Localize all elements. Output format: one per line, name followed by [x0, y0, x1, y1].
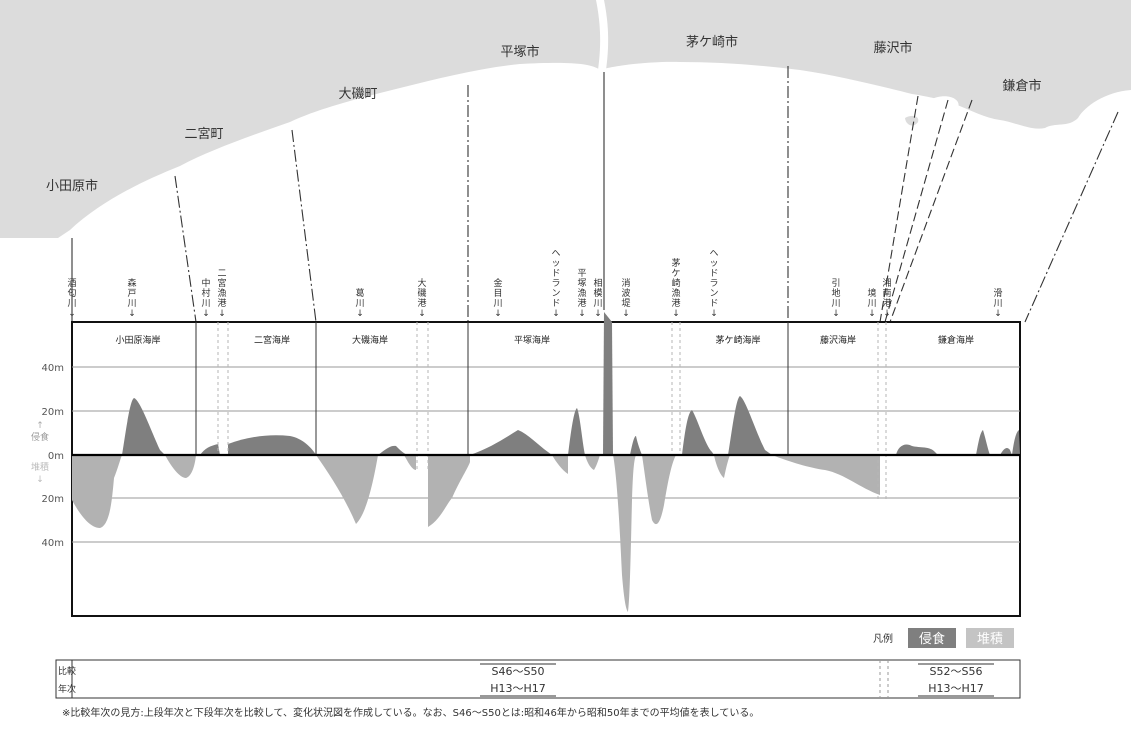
land-area [0, 0, 1131, 238]
erosion-area [228, 435, 316, 455]
landmark-label: 葛川↓ [355, 287, 364, 319]
deposition-area [552, 455, 568, 474]
coast-label: 大磯海岸 [352, 334, 388, 346]
footnote: ※比較年次の見方:上段年次と下段年次を比較して、変化状況図を作成している。なお、… [62, 706, 759, 719]
landmark-label: ヘッドランド↓ [551, 249, 560, 319]
landmark-label: 湘南港↓ [882, 277, 891, 319]
y-tick-label: 40m [42, 363, 64, 374]
landmark-label: 森戸川↓ [127, 277, 136, 319]
erosion-area [896, 444, 938, 455]
y-tick-label: 20m [42, 407, 64, 418]
footnote-before: ※比較年次の見方:上段年次と下段年次を比較して、変化状況図を作成している。なお、 [62, 706, 453, 719]
legend-title: 凡例 [873, 632, 893, 645]
deposition-area [165, 455, 196, 478]
coast-label: 二宮海岸 [254, 334, 290, 346]
y-label-erosion: 侵食 [31, 431, 49, 443]
legend-deposition-label: 堆積 [977, 632, 1003, 647]
coast-label: 藤沢海岸 [820, 334, 856, 346]
legend-erosion-swatch [908, 628, 956, 648]
erosion-area [1000, 447, 1012, 455]
y-arrow-down: ↓ [36, 475, 44, 485]
city-label: 小田原市 [46, 178, 98, 194]
landmark-label: 平塚漁港↓ [577, 268, 586, 319]
erosion-area [1012, 430, 1020, 455]
land-inlet [596, 0, 609, 70]
erosion-area [682, 410, 714, 455]
legend-erosion-label: 侵食 [919, 631, 945, 647]
landmark-label: 茅ケ崎漁港↓ [671, 258, 680, 319]
comparison-row-label-1: 比較 [58, 665, 76, 677]
city-label: 二宮町 [184, 126, 223, 142]
landmark-label: 金目川↓ [493, 277, 502, 319]
footnote-after: とは:昭和46年から昭和50年までの平均値を表している。 [501, 706, 760, 719]
boundary-fujisawa-1 [879, 95, 919, 323]
y-tick-label: 0m [48, 451, 64, 462]
deposition-area [642, 455, 676, 525]
erosion-area [630, 436, 642, 455]
land-island [905, 115, 919, 126]
landmark-label: 相模川↓ [593, 277, 602, 319]
landmark-label: 引地川↓ [831, 278, 840, 319]
deposition-area [428, 455, 470, 527]
comparison-row-label-2: 年次 [58, 683, 76, 695]
erosion-area [976, 430, 990, 455]
y-arrow-up: ↑ [36, 421, 44, 431]
boundary-kamakura [1024, 111, 1119, 323]
boundary-oiso [291, 129, 317, 323]
comparison-table [55, 659, 1021, 699]
coast-label: 小田原海岸 [115, 334, 160, 346]
erosion-area [603, 312, 613, 455]
erosion-area [568, 408, 585, 455]
deposition-area [772, 455, 880, 495]
legend-deposition-swatch [966, 628, 1014, 648]
deposition-area [404, 455, 416, 470]
landmark-label: 滑川↓ [993, 288, 1002, 319]
deposition-area [585, 455, 600, 470]
coast-label: 鎌倉海岸 [938, 334, 974, 346]
deposition-area [72, 455, 122, 528]
deposition-area [714, 455, 730, 478]
deposition-area [613, 455, 636, 612]
erosion-area [378, 445, 408, 455]
landmark-label: 中村川↓ [201, 277, 210, 319]
erosion-area [200, 444, 220, 455]
period-a-upper: S46～S50 [492, 665, 545, 678]
landmark-label: 大磯港↓ [417, 277, 426, 319]
footnote-code: S46～S50 [453, 708, 501, 719]
deposition-area [316, 455, 378, 524]
landmark-label: 消波堤↓ [621, 277, 630, 319]
coast-label: 平塚海岸 [514, 334, 550, 346]
boundary-fujisawa-3 [889, 99, 973, 323]
erosion-area [122, 398, 165, 455]
city-label: 鎌倉市 [1002, 78, 1041, 94]
erosion-area [728, 396, 772, 455]
landmark-label: ヘッドランド↓ [709, 249, 718, 319]
erosion-area [470, 430, 552, 455]
y-label-deposition: 堆積 [31, 461, 49, 473]
landmark-label: 二宮漁港↓ [217, 269, 226, 319]
landmark-label: 境川↓ [867, 287, 876, 319]
period-b-upper: S52～S56 [930, 665, 983, 678]
city-label: 藤沢市 [873, 40, 912, 56]
period-b-lower: H13～H17 [928, 682, 984, 695]
land-bay [930, 96, 959, 112]
y-tick-label: 40m [42, 538, 64, 549]
landmark-label: 酒匂川↓ [67, 278, 76, 319]
boundary-fujisawa-2 [884, 99, 949, 323]
y-tick-label: 20m [42, 494, 64, 505]
boundary-ninomiya [174, 175, 197, 323]
period-a-lower: H13～H17 [490, 682, 546, 695]
coast-label: 茅ケ崎海岸 [715, 334, 760, 346]
city-label: 平塚市 [500, 44, 539, 60]
city-label: 大磯町 [338, 87, 377, 102]
city-label: 茅ケ崎市 [686, 34, 738, 50]
